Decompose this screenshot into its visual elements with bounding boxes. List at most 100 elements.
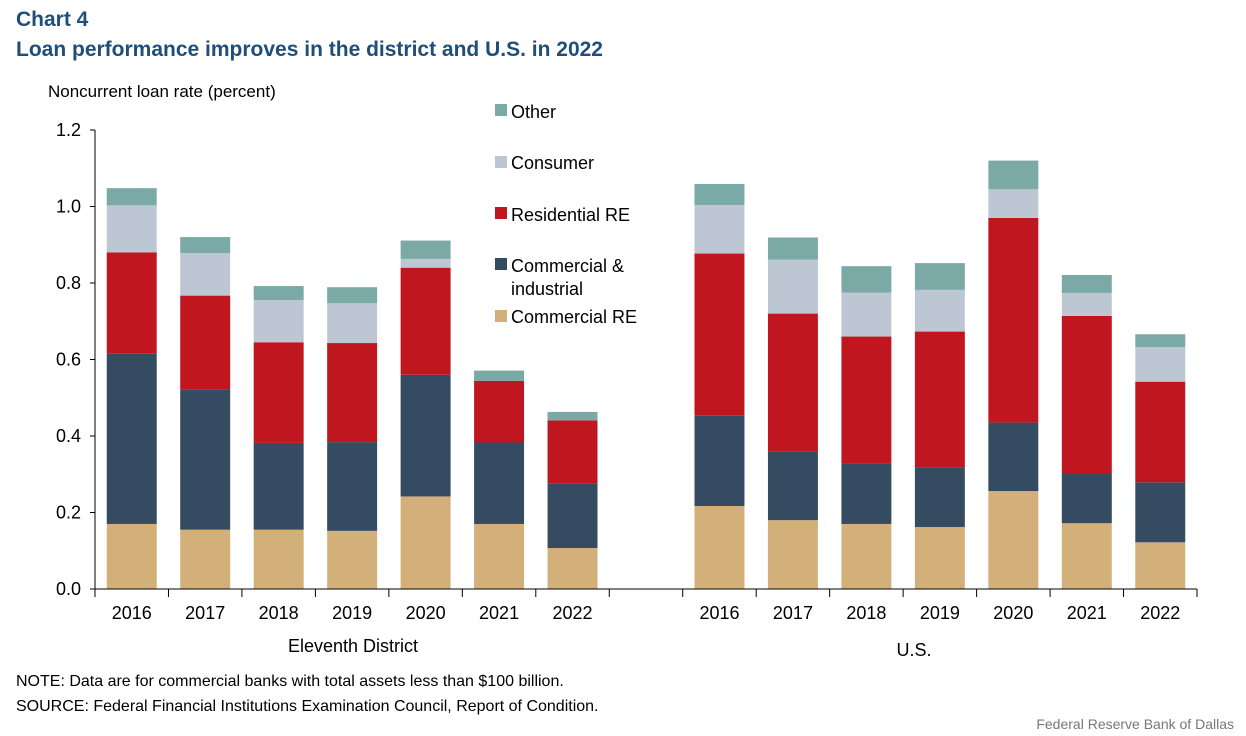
bar-consumer-district-2019 [327,303,378,344]
x-tick-label: 2022 [1140,603,1180,623]
y-tick-label: 1.0 [56,197,81,217]
bar-commercial-re-us-2021 [1061,523,1112,589]
bar-residential-re-us-2016 [694,253,745,416]
bar-commercial-re-us-2022 [1135,542,1186,589]
bar-commercial-re-us-2019 [914,527,965,589]
bar-other-us-2021 [1061,274,1112,293]
bar-commercial-re-district-2018 [253,529,304,589]
bar-commercial-re-us-2018 [841,523,892,589]
bar-residential-re-district-2021 [474,380,525,443]
bar-commercial-re-district-2016 [106,523,157,589]
bar-commercial-industrial-us-2022 [1135,482,1186,543]
group-label-us: U.S. [896,640,931,660]
bar-consumer-us-2020 [988,189,1039,218]
bar-consumer-us-2022 [1135,347,1186,382]
bar-consumer-us-2019 [914,289,965,332]
bar-other-district-2021 [474,370,525,381]
bar-consumer-us-2017 [767,259,818,314]
chart-title: Loan performance improves in the distric… [16,38,603,61]
legend-label-residential-re: Residential RE [511,205,630,225]
bar-commercial-re-us-2017 [767,520,818,589]
bar-residential-re-district-2018 [253,342,304,443]
y-tick-label: 0.8 [56,273,81,293]
legend-swatch-commercial-re [495,310,507,322]
footnote-source: SOURCE: Federal Financial Institutions E… [16,698,599,715]
x-tick-label: 2016 [699,603,739,623]
y-tick-label: 0.2 [56,503,81,523]
legend-label-commercial-re: Commercial RE [511,307,637,327]
legend-swatch-commercial-industrial [495,258,507,270]
bar-other-us-2020 [988,160,1039,190]
bar-other-us-2022 [1135,334,1186,348]
x-tick-label: 2018 [259,603,299,623]
bar-consumer-us-2016 [694,204,745,254]
chart-label: Chart 4 [16,8,89,31]
legend-swatch-residential-re [495,207,507,219]
bar-other-us-2017 [767,237,818,260]
bar-other-us-2018 [841,266,892,293]
bar-other-district-2017 [180,237,231,254]
bar-commercial-industrial-us-2021 [1061,473,1112,524]
bar-commercial-industrial-district-2020 [400,374,451,497]
bar-commercial-industrial-us-2017 [767,451,818,521]
bar-residential-re-district-2022 [547,420,598,484]
bar-commercial-industrial-us-2018 [841,463,892,524]
legend-label-commercial-industrial-1: Commercial & [511,256,624,276]
group-label-eleventh-district: Eleventh District [288,636,418,656]
x-tick-label: 2017 [773,603,813,623]
bar-commercial-re-district-2017 [180,529,231,589]
bar-commercial-industrial-district-2018 [253,442,304,530]
bar-other-district-2020 [400,240,451,259]
legend-label-consumer: Consumer [511,153,594,173]
bar-other-us-2016 [694,183,745,205]
bar-residential-re-district-2017 [180,295,231,390]
bar-other-district-2019 [327,287,378,304]
bar-commercial-industrial-district-2019 [327,442,378,531]
bar-consumer-district-2018 [253,300,304,343]
x-tick-label: 2022 [553,603,593,623]
x-tick-label: 2017 [185,603,225,623]
y-axis-label: Noncurrent loan rate (percent) [48,82,276,101]
bar-other-us-2019 [914,263,965,290]
bar-commercial-industrial-district-2016 [106,353,157,524]
legend-swatch-other [495,104,507,116]
legend-label-commercial-industrial-2: industrial [511,279,583,299]
bar-commercial-re-district-2022 [547,548,598,589]
bar-residential-re-us-2018 [841,336,892,464]
bar-residential-re-us-2021 [1061,315,1112,474]
bar-commercial-industrial-us-2020 [988,422,1039,492]
bar-commercial-industrial-district-2017 [180,389,231,530]
y-tick-label: 0.6 [56,350,81,370]
x-tick-label: 2019 [332,603,372,623]
bar-commercial-industrial-district-2022 [547,483,598,549]
x-tick-label: 2019 [920,603,960,623]
bar-other-district-2018 [253,286,304,301]
legend: Other Consumer Residential RE Commercial… [495,102,637,327]
bar-residential-re-district-2020 [400,267,451,375]
y-tick-label: 0.4 [56,426,81,446]
bar-other-district-2022 [547,411,598,421]
bar-commercial-industrial-us-2016 [694,415,745,506]
bar-consumer-us-2021 [1061,292,1112,316]
bar-residential-re-district-2019 [327,343,378,443]
bar-commercial-re-us-2020 [988,491,1039,589]
y-tick-label: 1.2 [56,120,81,140]
bar-other-district-2016 [106,188,157,206]
x-tick-label: 2016 [112,603,152,623]
bar-commercial-re-district-2019 [327,530,378,589]
bar-residential-re-us-2019 [914,331,965,468]
x-tick-label: 2021 [479,603,519,623]
bar-residential-re-district-2016 [106,252,157,354]
bar-commercial-re-district-2021 [474,523,525,589]
bar-consumer-district-2016 [106,205,157,253]
y-tick-label: 0.0 [56,579,81,599]
bar-commercial-industrial-district-2021 [474,442,525,524]
bar-consumer-district-2020 [400,258,451,268]
bar-residential-re-us-2022 [1135,381,1186,483]
bar-residential-re-us-2020 [988,217,1039,423]
bar-consumer-us-2018 [841,292,892,337]
legend-label-other: Other [511,102,556,122]
footnote-note: NOTE: Data are for commercial banks with… [16,673,564,690]
x-tick-label: 2018 [846,603,886,623]
